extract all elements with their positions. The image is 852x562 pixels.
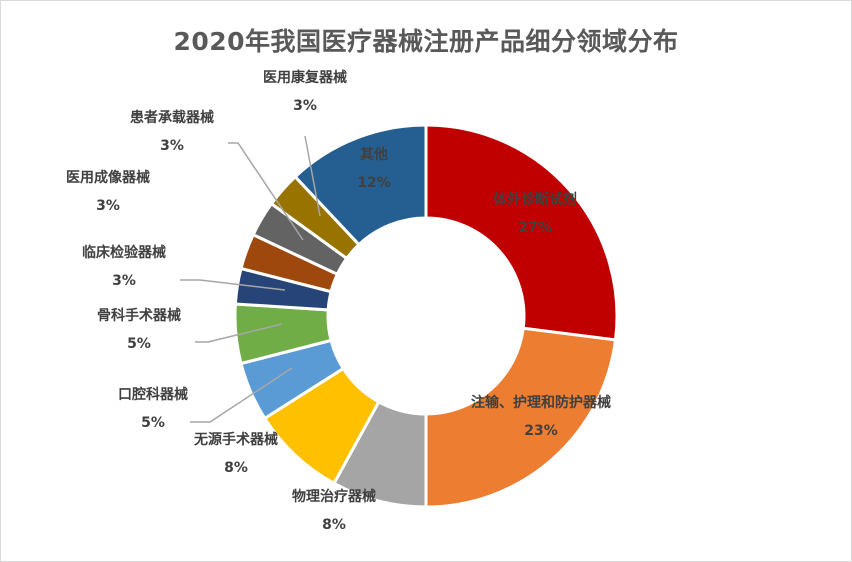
data-label: 医用成像器械 3%: [66, 164, 150, 220]
data-label-percent: 5%: [127, 336, 151, 352]
leader-line: [304, 135, 321, 217]
data-label-name: 患者承载器械: [130, 110, 214, 126]
data-label-percent: 8%: [224, 460, 248, 476]
data-label: 患者承载器械 3%: [130, 104, 214, 160]
slice-2: [424, 326, 618, 509]
data-label-percent: 3%: [160, 138, 184, 154]
data-label: 其他 12%: [357, 141, 391, 197]
data-label-name: 医用康复器械: [263, 70, 347, 86]
data-label-name: 物理治疗器械: [292, 489, 376, 505]
data-label: 临床检验器械 3%: [82, 239, 166, 295]
data-label-name: 骨科手术器械: [97, 308, 181, 324]
leader-line: [180, 279, 286, 291]
data-label-name: 口腔科器械: [118, 387, 188, 403]
data-label-name: 体外诊断试剂: [493, 192, 577, 208]
data-label: 无源手术器械 8%: [194, 426, 278, 482]
data-label-percent: 12%: [357, 175, 391, 191]
data-label-name: 其他: [359, 147, 388, 163]
data-label-percent: 23%: [524, 423, 558, 439]
data-label-percent: 8%: [322, 517, 346, 533]
leader-line: [195, 323, 283, 343]
data-label: 体外诊断试剂 27%: [493, 186, 577, 242]
data-label-percent: 3%: [96, 198, 120, 214]
data-label-name: 注输、护理和防护器械: [471, 395, 611, 411]
leader-line: [228, 142, 304, 241]
data-label-name: 医用成像器械: [66, 170, 150, 186]
data-label: 医用康复器械 3%: [263, 64, 347, 120]
data-label-percent: 5%: [141, 415, 165, 431]
data-label: 口腔科器械 5%: [118, 381, 188, 437]
data-label: 物理治疗器械 8%: [292, 483, 376, 539]
data-label-name: 无源手术器械: [194, 432, 278, 448]
data-label: 骨科手术器械 5%: [97, 302, 181, 358]
data-label-percent: 3%: [293, 98, 317, 114]
leader-line: [190, 367, 293, 423]
chart-title: 2020年我国医疗器械注册产品细分领域分布: [173, 27, 679, 56]
data-label-name: 临床检验器械: [82, 245, 166, 261]
data-label-percent: 3%: [112, 273, 136, 289]
data-label-percent: 27%: [518, 220, 552, 236]
slice-11: [293, 123, 428, 247]
data-label: 注输、护理和防护器械 23%: [471, 389, 611, 445]
slice-1: [424, 123, 619, 342]
